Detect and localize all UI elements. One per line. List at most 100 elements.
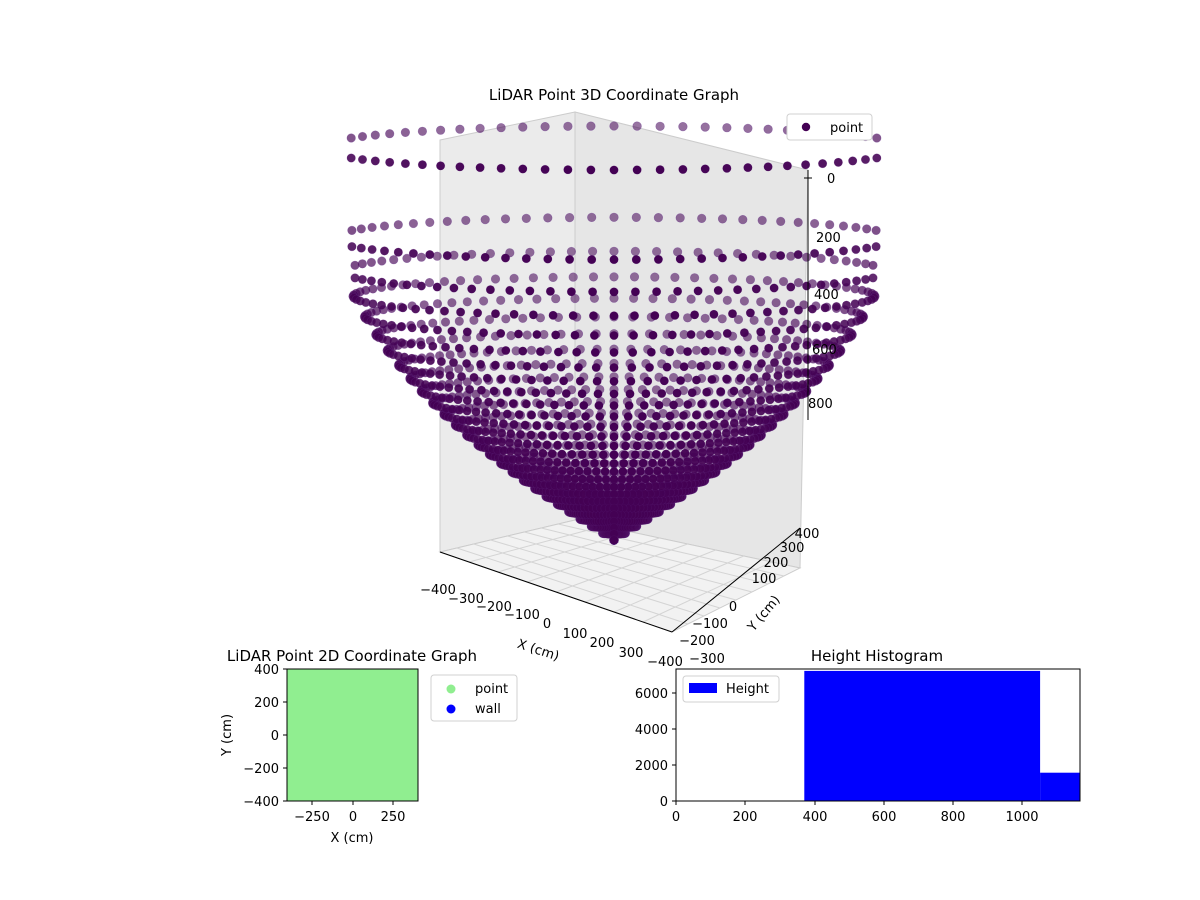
scatter-point <box>570 293 580 304</box>
scatter-point <box>868 273 878 283</box>
scatter-point <box>773 394 784 404</box>
scatter-point <box>544 421 554 431</box>
scatter-point <box>742 359 753 369</box>
scatter-point <box>668 465 678 475</box>
scatter-point <box>587 246 598 256</box>
scatter-point <box>686 329 696 340</box>
scatter-point <box>525 286 535 296</box>
scatter-point <box>727 274 738 284</box>
point-cloud <box>346 121 882 545</box>
scatter-point <box>782 161 793 171</box>
scatter-point <box>471 417 481 427</box>
scatter-point <box>783 382 793 392</box>
scatter-point <box>704 409 714 420</box>
scatter-point <box>425 356 436 366</box>
scatter-point <box>393 220 403 230</box>
scatter-point <box>682 457 693 467</box>
scatter-point <box>721 374 732 384</box>
scatter-point <box>651 449 661 459</box>
scatter-point <box>589 330 600 341</box>
scatter-point <box>427 381 437 391</box>
scatter-point <box>793 250 803 260</box>
scatter-point <box>675 375 686 386</box>
scatter-point <box>722 295 732 305</box>
scatter-point <box>564 400 574 410</box>
scatter-point <box>678 121 688 132</box>
scatter-point <box>851 257 862 268</box>
scatter-point <box>710 398 720 409</box>
scatter-point <box>535 347 546 357</box>
scatter-point <box>439 306 450 316</box>
scatter-point <box>432 325 443 335</box>
scatter-point <box>543 213 553 223</box>
scatter-point <box>537 430 547 441</box>
scatter-point <box>812 339 822 349</box>
scatter-point <box>737 408 748 418</box>
scatter-point <box>757 251 767 262</box>
scatter-point <box>738 252 748 262</box>
scatter-point <box>465 384 475 395</box>
scatter-point <box>518 313 528 323</box>
scatter-point <box>589 458 600 468</box>
scatter-point <box>838 221 849 231</box>
scatter-point <box>762 307 773 317</box>
scatter-point <box>424 305 435 315</box>
scatter-point <box>609 411 619 422</box>
scatter-point <box>559 376 569 386</box>
scatter-point <box>567 449 577 459</box>
scatter-point <box>549 400 560 410</box>
plot-frame <box>675 668 1081 802</box>
scatter-point <box>862 243 872 253</box>
scatter-point <box>518 164 528 174</box>
y-tick-label: 4000 <box>635 723 668 738</box>
scatter-point <box>851 244 861 255</box>
scatter-point <box>513 438 523 448</box>
scatter-point <box>397 338 407 348</box>
scatter-2d-subplot: LiDAR Point 2D Coordinate Graph 400 200 … <box>220 647 518 846</box>
scatter-point <box>825 220 835 230</box>
scatter-point <box>790 341 800 351</box>
scatter-point <box>368 299 378 309</box>
scatter-point <box>480 215 490 225</box>
scatter-point <box>521 254 531 264</box>
scatter-point <box>776 251 786 261</box>
scatter-point <box>419 300 429 310</box>
scatter-point <box>671 449 681 459</box>
scatter-point <box>509 273 519 284</box>
scatter-point <box>436 335 447 345</box>
scatter-point <box>667 330 677 340</box>
scatter-point <box>551 330 561 340</box>
scatter-point <box>769 283 779 293</box>
scatter-point <box>599 458 609 468</box>
scatter-point <box>762 276 773 286</box>
scatter-point <box>518 346 528 356</box>
scatter-point <box>786 251 796 261</box>
scatter-point <box>462 297 472 307</box>
x-tick-label: 100 <box>563 627 588 642</box>
scatter-point <box>539 362 549 372</box>
scatter-point <box>653 254 664 264</box>
scatter-point <box>697 254 707 264</box>
scatter-point <box>689 448 699 458</box>
scatter-point <box>506 331 516 341</box>
scatter-point <box>501 345 511 356</box>
scatter-point <box>609 255 619 265</box>
scatter-point <box>643 441 654 451</box>
chart-3d-title: LiDAR Point 3D Coordinate Graph <box>489 86 739 104</box>
scatter-point <box>457 372 467 382</box>
scatter-point <box>696 330 706 340</box>
histogram-subplot: Height Histogram 0 2000 4000 6000 0 200 … <box>635 647 1081 825</box>
scatter-point <box>609 121 619 131</box>
scatter-point <box>568 272 578 282</box>
scatter-point <box>538 448 548 458</box>
scatter-point <box>761 372 772 382</box>
scatter-point <box>569 421 579 432</box>
scatter-point <box>730 427 740 438</box>
x-axis-label-3d: X (cm) <box>515 637 561 665</box>
scatter-point <box>801 367 811 378</box>
scatter-point <box>741 385 752 395</box>
scatter-point <box>402 253 412 263</box>
scatter-point <box>539 410 550 421</box>
scatter-point <box>511 374 521 385</box>
